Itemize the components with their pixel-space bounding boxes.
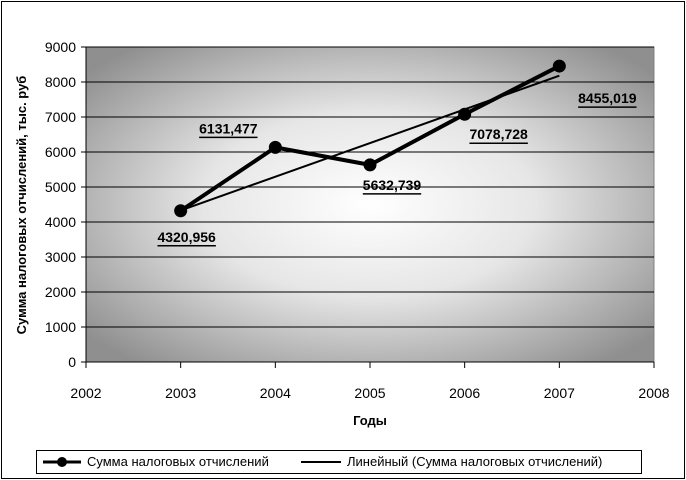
data-point <box>363 158 377 172</box>
data-point <box>552 59 566 73</box>
gridlines <box>81 46 655 368</box>
legend-label-series: Сумма налоговых отчислений <box>87 454 269 469</box>
y-tick-label: 0 <box>68 354 76 370</box>
x-tick-label: 2006 <box>449 385 480 401</box>
y-tick-label: 5000 <box>45 179 76 195</box>
data-label: 5632,739 <box>363 177 422 193</box>
y-tick-label: 4000 <box>45 214 76 230</box>
legend-trend-line-icon <box>301 460 341 463</box>
legend-label-trendline: Линейный (Сумма налоговых отчислений) <box>347 454 603 469</box>
y-tick-label: 6000 <box>45 144 76 160</box>
x-tick-label: 2004 <box>260 385 291 401</box>
data-label: 6131,477 <box>199 120 258 136</box>
data-label: 4320,956 <box>157 229 216 245</box>
y-axis-title: Сумма налоговых отчислений, тыс. руб <box>14 76 29 335</box>
x-tick-label: 2008 <box>638 385 669 401</box>
y-tick-label: 9000 <box>45 39 76 55</box>
x-tick-label: 2007 <box>544 385 575 401</box>
x-tick-label: 2003 <box>165 385 196 401</box>
legend-item-series: Сумма налоговых отчислений <box>41 454 269 469</box>
y-tick-label: 8000 <box>45 74 76 90</box>
y-tick-label: 1000 <box>45 319 76 335</box>
tick-labels: 0 1000 2000 3000 4000 5000 6000 7000 8000 9000 200… <box>45 39 670 401</box>
y-tick-label: 3000 <box>45 249 76 265</box>
legend-marker-line-icon <box>43 456 81 467</box>
data-point <box>268 140 282 154</box>
y-tick-label: 2000 <box>45 284 76 300</box>
plot-area <box>85 46 655 363</box>
x-axis-title: Годы <box>353 413 387 428</box>
legend: Сумма налоговых отчислений Линейный (Сум… <box>36 450 642 474</box>
data-labels: 4320,956 6131,477 5632,739 7078,728 8455,019 <box>157 90 637 247</box>
series-layer <box>174 59 566 218</box>
x-tick-label: 2005 <box>354 385 385 401</box>
data-label: 8455,019 <box>578 90 637 106</box>
y-tick-label: 7000 <box>45 109 76 125</box>
x-tick-label: 2002 <box>70 385 101 401</box>
data-point <box>174 204 188 218</box>
data-label: 7078,728 <box>469 126 528 142</box>
data-point <box>458 107 472 121</box>
legend-item-trendline: Линейный (Сумма налоговых отчислений) <box>299 454 602 469</box>
